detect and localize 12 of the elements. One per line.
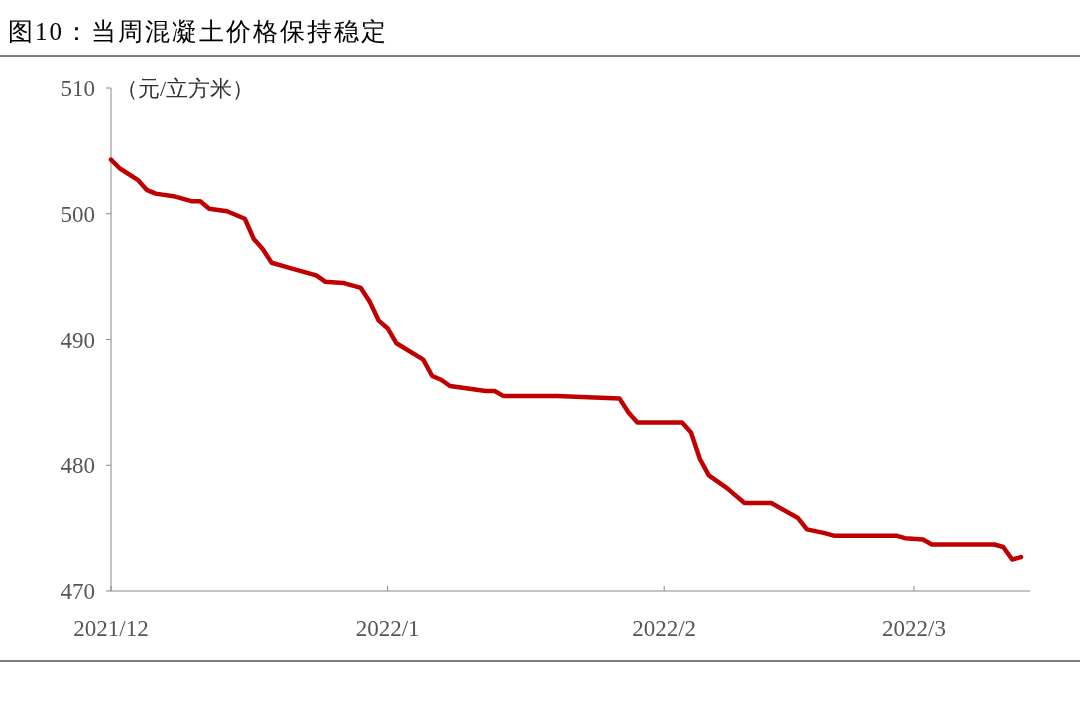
title: 图10：当周混凝土价格保持稳定 — [8, 18, 388, 45]
x-tick-label: 2022/3 — [882, 616, 946, 641]
y-axis-title: （元/立方米） — [116, 76, 255, 101]
x-tick-label: 2021/12 — [73, 616, 149, 641]
line-series — [108, 157, 1024, 562]
x-tick-label: 2022/1 — [355, 616, 420, 641]
x-tick-label: 2022/2 — [632, 616, 697, 641]
y-tick-label: 510 — [60, 76, 95, 101]
y-tick-label: 500 — [60, 201, 95, 227]
y-tick-label: 480 — [60, 453, 95, 479]
y-tick-label: 470 — [60, 579, 95, 604]
y-tick-label: 490 — [60, 327, 95, 353]
